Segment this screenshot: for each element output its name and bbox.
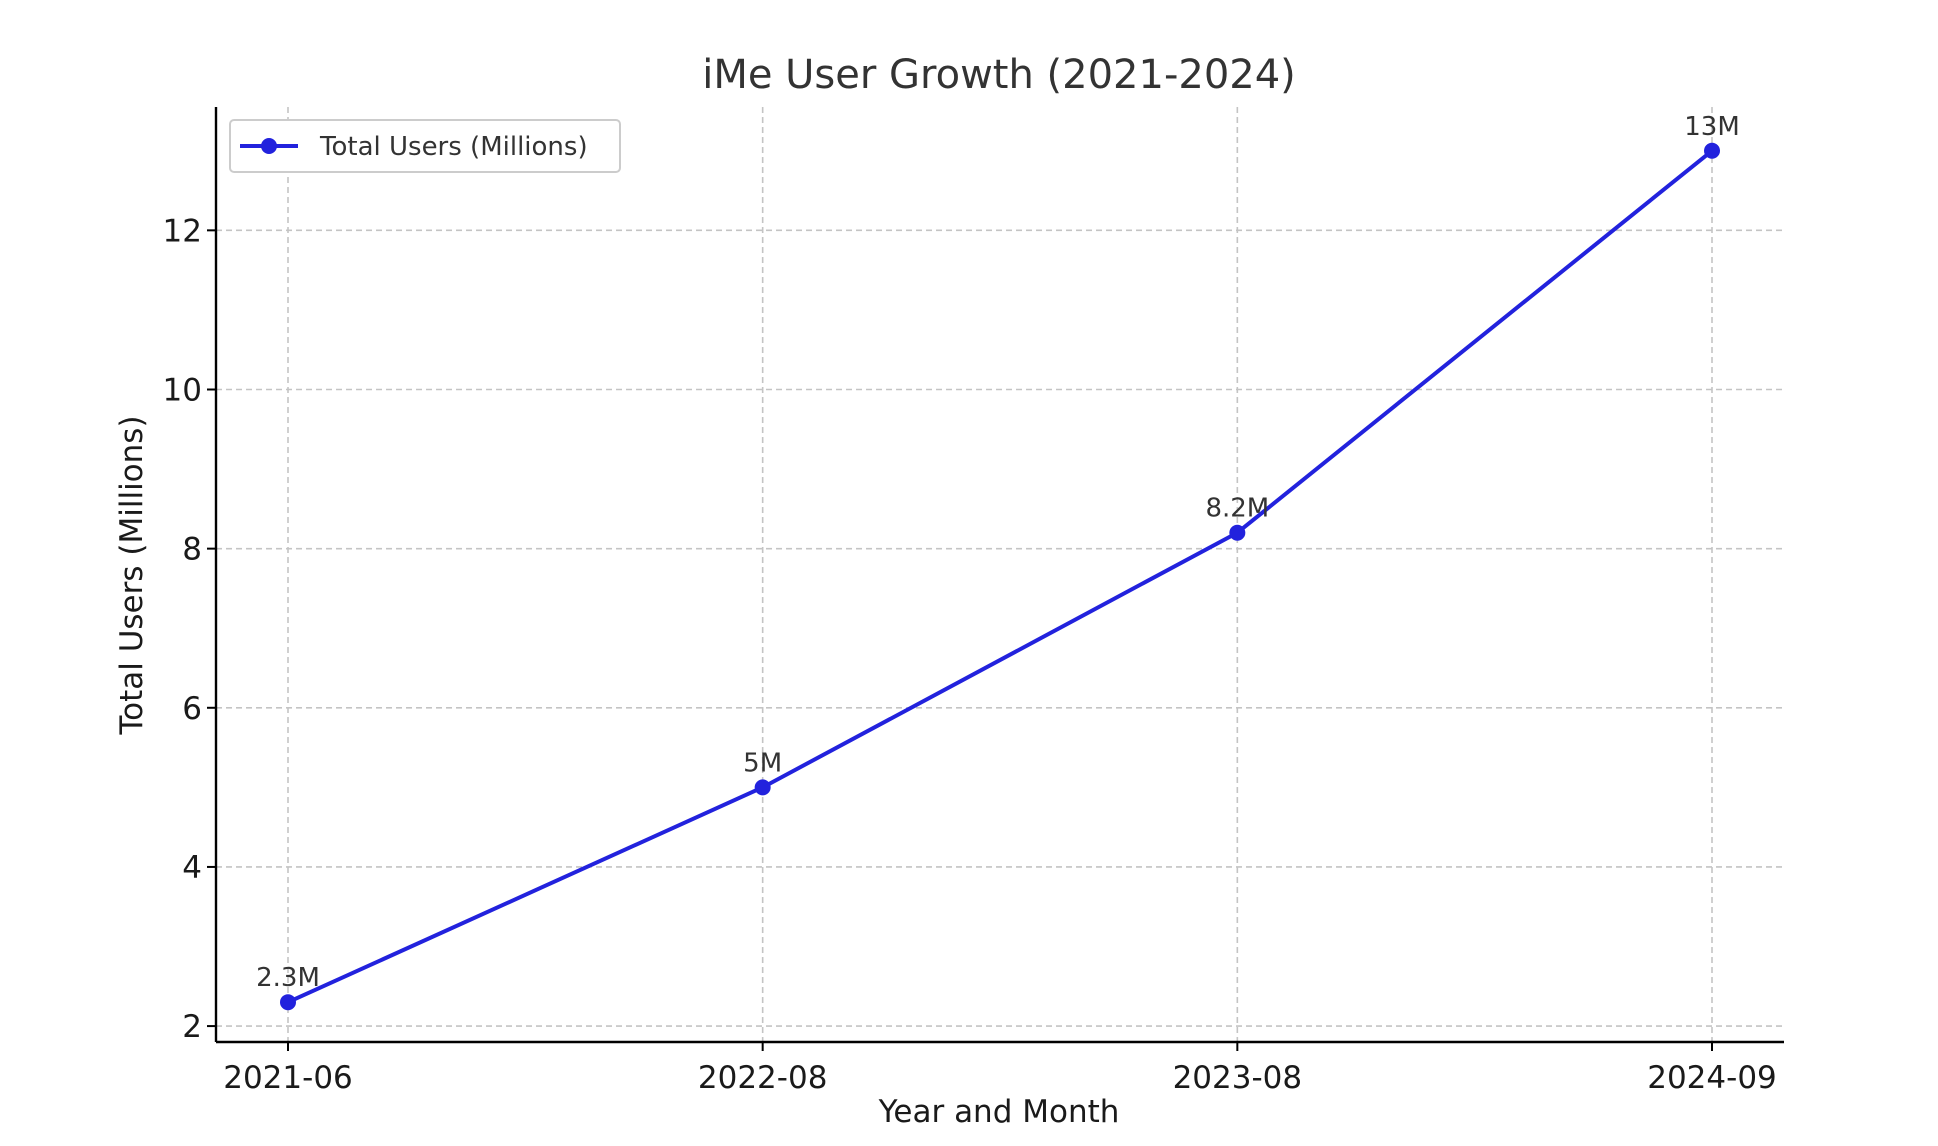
data-point bbox=[280, 994, 296, 1011]
data-label: 2.3M bbox=[256, 963, 320, 993]
series-total-users: 2.3M 5M 8.2M 13M bbox=[256, 112, 1740, 1011]
data-point bbox=[1229, 524, 1246, 541]
x-axis-ticks: 2021-06 2022-08 2023-08 2024-09 bbox=[223, 1042, 1777, 1096]
series-line bbox=[287, 149, 1714, 1005]
x-tick-label: 2023-08 bbox=[1173, 1060, 1303, 1096]
y-axis-ticks: 2 4 6 8 10 12 bbox=[163, 213, 216, 1045]
x-axis-label: Year and Month bbox=[878, 1094, 1120, 1130]
data-label: 5M bbox=[743, 748, 782, 778]
y-tick-label: 4 bbox=[182, 850, 202, 886]
chart-title: iMe User Growth (2021-2024) bbox=[702, 52, 1296, 98]
y-tick-label: 6 bbox=[182, 691, 202, 727]
legend: Total Users (Millions) bbox=[229, 119, 621, 173]
y-axis-label: Total Users (Millions) bbox=[114, 415, 150, 735]
y-tick-label: 12 bbox=[163, 213, 202, 249]
grid-lines bbox=[216, 107, 1784, 1042]
y-tick-label: 2 bbox=[182, 1009, 202, 1045]
data-point bbox=[1704, 142, 1720, 159]
legend-box bbox=[229, 119, 621, 173]
legend-label: Total Users (Millions) bbox=[319, 132, 588, 162]
x-tick-label: 2022-08 bbox=[698, 1060, 828, 1096]
x-tick-label: 2021-06 bbox=[223, 1060, 353, 1096]
data-label: 8.2M bbox=[1205, 494, 1269, 524]
data-point bbox=[754, 779, 771, 796]
legend-marker-swatch bbox=[261, 138, 277, 154]
x-tick-label: 2024-09 bbox=[1647, 1060, 1777, 1096]
y-tick-label: 10 bbox=[163, 372, 202, 408]
y-tick-label: 8 bbox=[182, 532, 202, 568]
data-label: 13M bbox=[1684, 112, 1740, 142]
